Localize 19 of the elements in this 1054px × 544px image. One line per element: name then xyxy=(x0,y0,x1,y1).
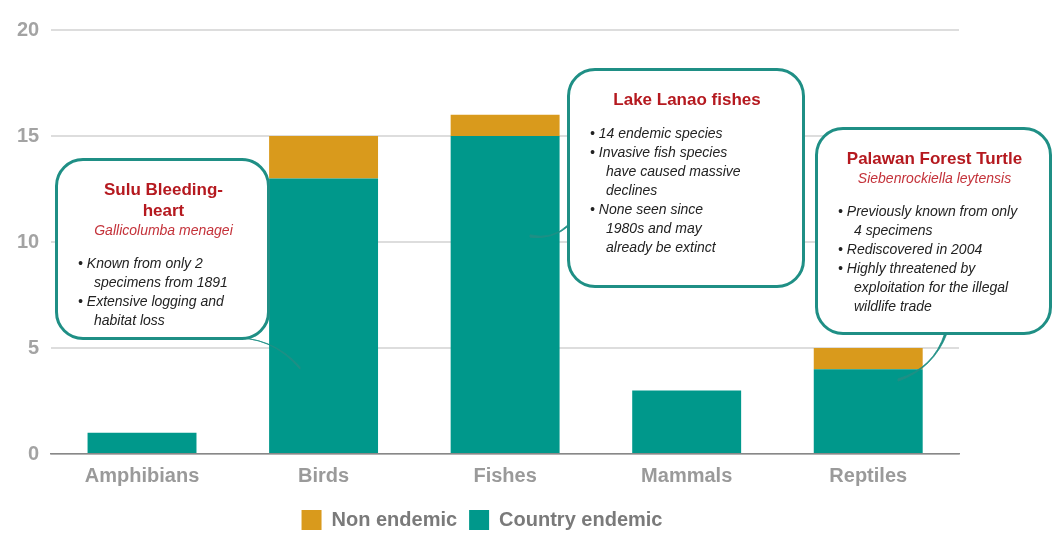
x-tick-label: Reptiles xyxy=(829,463,908,486)
bar xyxy=(450,136,560,453)
y-tick-label: 20 xyxy=(17,17,40,40)
x-tick-label: Mammals xyxy=(641,463,733,486)
y-tick-label: 0 xyxy=(28,441,40,464)
y-tick-label: 10 xyxy=(17,229,40,252)
y-tick-label: 5 xyxy=(28,335,40,358)
x-tick-label: Birds xyxy=(298,463,350,486)
legend-label: Country endemic xyxy=(499,507,663,530)
legend-label: Non endemic xyxy=(331,507,458,530)
x-tick-label: Amphibians xyxy=(84,463,200,486)
x-tick-label: Fishes xyxy=(473,463,537,486)
bar xyxy=(813,369,923,453)
bar xyxy=(632,390,742,453)
annotation: Lake Lanao fishes • 14 endemic species • Invasive fish species have caused massive declines • None seen since 1980s and may already be extinct xyxy=(589,89,762,257)
bar xyxy=(269,136,379,179)
bar xyxy=(450,114,560,136)
bar xyxy=(87,432,197,453)
y-tick-label: 15 xyxy=(17,123,40,146)
